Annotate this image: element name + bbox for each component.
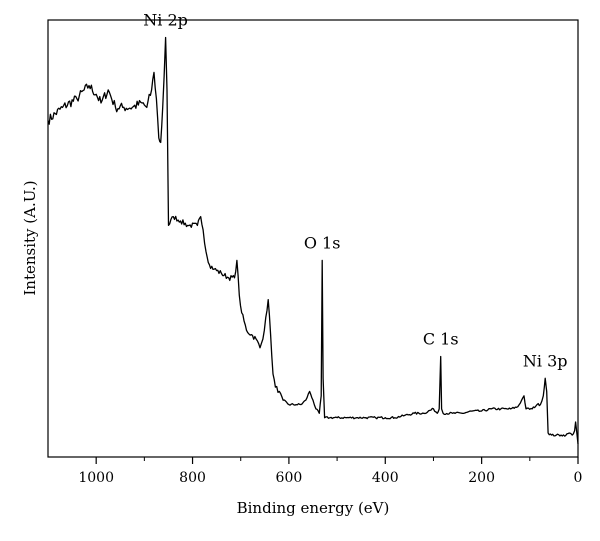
x-axis-title: Binding energy (eV): [237, 499, 390, 517]
x-axis-tick-labels: 1000 800 600 400 200 0: [78, 470, 582, 486]
x-tick-label-0: 0: [574, 470, 583, 486]
peak-label-c-1s: C 1s: [423, 329, 459, 348]
x-tick-label-800: 800: [179, 470, 206, 486]
x-axis-ticks: [95, 457, 579, 464]
x-tick-label-1000: 1000: [78, 470, 114, 486]
x-tick-label-200: 200: [468, 470, 495, 486]
series-line-spectrum: [47, 36, 579, 444]
x-tick-label-400: 400: [372, 470, 399, 486]
peak-label-ni-2p: Ni 2p: [143, 10, 188, 29]
peak-annotations: Ni 2p O 1s C 1s Ni 3p: [143, 10, 567, 370]
peak-label-ni-3p: Ni 3p: [523, 351, 568, 370]
x-tick-label-600: 600: [276, 470, 303, 486]
peak-label-o-1s: O 1s: [304, 233, 341, 252]
y-axis-title: Intensity (A.U.): [21, 180, 39, 295]
plot-frame: [47, 19, 579, 458]
